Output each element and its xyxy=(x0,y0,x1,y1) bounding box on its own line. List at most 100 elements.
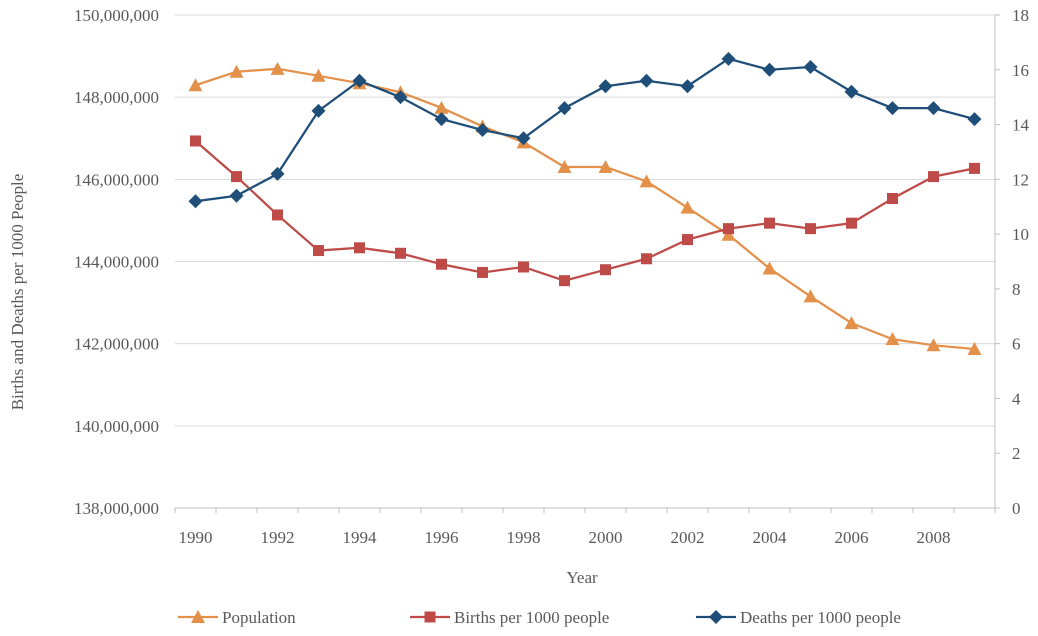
legend-label: Deaths per 1000 people xyxy=(740,608,901,627)
data-point xyxy=(969,162,980,174)
data-point xyxy=(270,61,285,75)
data-point xyxy=(272,209,283,221)
x-tick-label: 1998 xyxy=(507,528,541,547)
data-point xyxy=(885,332,900,346)
x-axis-tick-labels: 1990 1992 1994 1996 1998 2000 2002 2004 2006 2008 xyxy=(179,528,951,547)
x-tick-label: 2002 xyxy=(671,528,705,547)
data-point xyxy=(721,51,736,66)
data-point xyxy=(885,101,900,116)
data-point xyxy=(803,289,818,303)
data-point xyxy=(313,245,324,257)
legend-item: Deaths per 1000 people xyxy=(696,608,901,627)
data-point xyxy=(600,264,611,276)
legend-marker xyxy=(424,611,436,623)
legend-marker xyxy=(191,610,205,623)
right-tick-label: 8 xyxy=(1012,280,1021,299)
right-tick-label: 14 xyxy=(1012,116,1030,135)
right-tick-label: 16 xyxy=(1012,61,1029,80)
series-births-per-1000-people xyxy=(190,135,980,287)
data-point xyxy=(721,227,736,241)
series-line xyxy=(194,140,975,282)
x-tick-label: 2006 xyxy=(835,528,869,547)
data-point xyxy=(518,261,529,273)
data-point xyxy=(188,78,203,92)
data-point xyxy=(682,234,693,246)
data-point xyxy=(967,112,982,127)
data-point xyxy=(805,223,816,235)
data-point xyxy=(190,135,201,147)
y-axis-title: Births and Deaths per 1000 People xyxy=(8,174,27,411)
data-point xyxy=(926,101,941,116)
right-tick-label: 10 xyxy=(1012,225,1029,244)
data-point xyxy=(393,90,408,105)
data-point xyxy=(639,174,654,188)
right-tick-label: 4 xyxy=(1012,389,1021,408)
data-point xyxy=(352,73,367,88)
data-point xyxy=(475,123,490,138)
legend-label: Births per 1000 people xyxy=(454,608,609,627)
data-point xyxy=(436,258,447,270)
axes xyxy=(174,14,1000,513)
data-point xyxy=(311,68,326,82)
left-tick-label: 140,000,000 xyxy=(74,417,159,436)
legend-label: Population xyxy=(222,608,296,627)
legend-item: Births per 1000 people xyxy=(410,608,609,627)
x-tick-label: 2000 xyxy=(589,528,623,547)
x-tick-label: 1994 xyxy=(343,528,378,547)
data-point xyxy=(477,266,488,278)
data-point xyxy=(803,60,818,75)
data-point xyxy=(229,188,244,203)
data-point xyxy=(188,194,203,209)
data-point xyxy=(680,79,695,94)
series-deaths-per-1000-people xyxy=(188,51,982,209)
data-point xyxy=(434,112,449,127)
right-tick-label: 18 xyxy=(1012,6,1029,25)
x-tick-label: 2004 xyxy=(753,528,788,547)
legend-marker xyxy=(709,610,723,624)
series-population xyxy=(188,61,982,356)
data-point xyxy=(680,200,695,214)
data-point xyxy=(598,79,613,94)
data-point xyxy=(557,101,572,116)
data-point xyxy=(762,261,777,275)
data-point xyxy=(844,316,859,330)
legend-item: Population xyxy=(178,608,296,627)
data-point xyxy=(229,64,244,78)
data-point xyxy=(723,223,734,235)
data-point xyxy=(434,100,449,114)
left-tick-label: 146,000,000 xyxy=(74,170,159,189)
left-tick-label: 144,000,000 xyxy=(74,253,159,272)
data-point xyxy=(926,338,941,352)
data-point xyxy=(967,342,982,356)
left-tick-label: 150,000,000 xyxy=(74,6,159,25)
right-tick-label: 12 xyxy=(1012,170,1029,189)
left-tick-label: 148,000,000 xyxy=(74,88,159,107)
data-point xyxy=(598,160,613,174)
data-point xyxy=(311,103,326,118)
x-axis-title: Year xyxy=(566,568,598,587)
data-point xyxy=(270,166,285,181)
data-point xyxy=(557,160,572,174)
left-tick-label: 138,000,000 xyxy=(74,499,159,518)
series-group xyxy=(188,51,982,356)
right-tick-label: 6 xyxy=(1012,335,1021,354)
x-tick-label: 1996 xyxy=(425,528,459,547)
data-point xyxy=(639,73,654,88)
data-point xyxy=(764,217,775,229)
x-tick-label: 1992 xyxy=(261,528,295,547)
data-point xyxy=(231,171,242,183)
data-point xyxy=(641,253,652,265)
series-line xyxy=(195,57,975,203)
data-point xyxy=(559,275,570,287)
data-point xyxy=(762,62,777,77)
right-tick-label: 0 xyxy=(1012,499,1021,518)
x-tick-label: 1990 xyxy=(179,528,213,547)
series-line xyxy=(195,67,975,351)
x-tick-label: 2008 xyxy=(917,528,951,547)
data-point xyxy=(844,84,859,99)
legend: Population Births per 1000 people Deaths p… xyxy=(178,608,901,627)
data-point xyxy=(887,193,898,205)
left-tick-label: 142,000,000 xyxy=(74,335,159,354)
data-point xyxy=(516,131,531,146)
